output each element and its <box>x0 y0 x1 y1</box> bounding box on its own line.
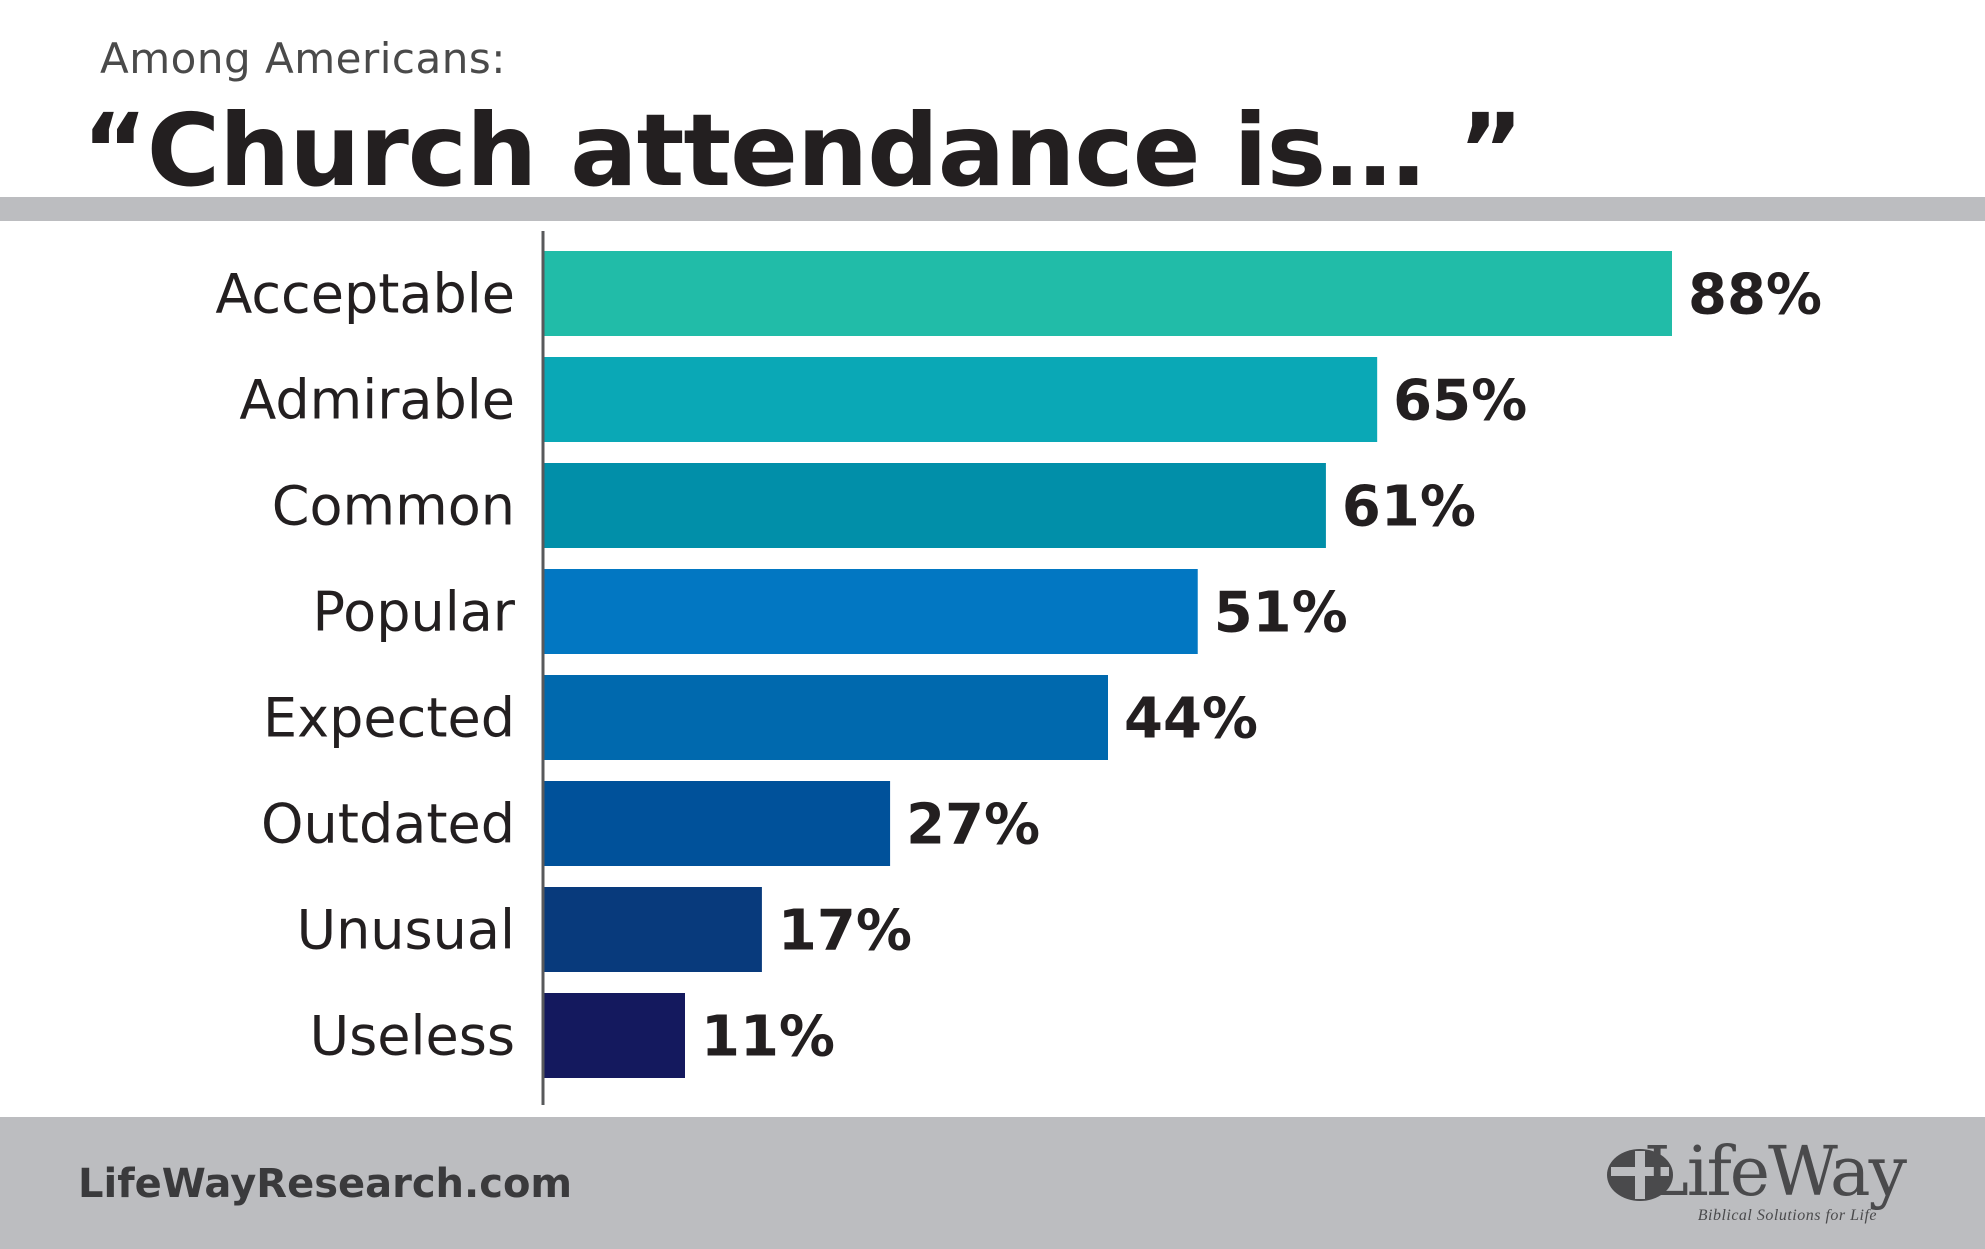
bar-common <box>544 463 1326 548</box>
value-label-outdated: 27% <box>906 793 1040 858</box>
category-label-popular: Popular <box>313 581 516 644</box>
bar-useless <box>544 993 685 1078</box>
cross-circle-icon <box>1607 1149 1673 1201</box>
chart-title: “Church attendance is… ” <box>82 92 1524 209</box>
value-label-acceptable: 88% <box>1688 263 1822 328</box>
top-divider <box>0 197 1985 221</box>
logo-tagline: Biblical Solutions for Life <box>1697 1207 1877 1224</box>
bar-admirable <box>544 357 1378 442</box>
category-label-expected: Expected <box>263 687 515 750</box>
category-label-common: Common <box>272 475 515 538</box>
value-label-unusual: 17% <box>778 899 912 964</box>
value-label-expected: 44% <box>1124 687 1258 752</box>
value-label-admirable: 65% <box>1393 369 1527 434</box>
bar-outdated <box>544 781 891 866</box>
category-label-useless: Useless <box>310 1005 515 1068</box>
lifeway-logo: LifeWay Biblical Solutions for Life <box>1605 1133 1907 1229</box>
category-label-acceptable: Acceptable <box>215 263 515 326</box>
bar-acceptable <box>544 251 1672 336</box>
category-label-unusual: Unusual <box>297 899 515 962</box>
bar-popular <box>544 569 1198 654</box>
footer-site-link[interactable]: LifeWayResearch.com <box>78 1161 573 1207</box>
value-label-useless: 11% <box>701 1005 835 1070</box>
bar-unusual <box>544 887 762 972</box>
value-label-common: 61% <box>1342 475 1476 540</box>
category-label-outdated: Outdated <box>261 793 515 856</box>
bar-chart: Acceptable 88% Admirable 65% Common 61% Popula… <box>215 231 1822 1105</box>
value-label-popular: 51% <box>1214 581 1348 646</box>
logo-wordmark: LifeWay <box>1643 1133 1907 1212</box>
category-label-admirable: Admirable <box>239 369 515 432</box>
bar-expected <box>544 675 1108 760</box>
footer-band: LifeWayResearch.com LifeWay Biblical Sol… <box>0 1117 1985 1249</box>
kicker-text: Among Americans: <box>100 34 506 83</box>
